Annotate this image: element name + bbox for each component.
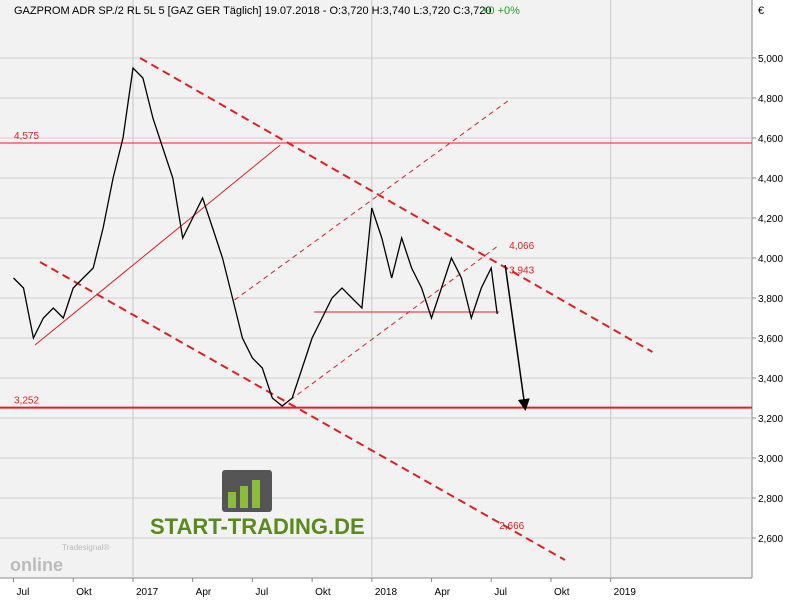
trend-line: [289, 244, 500, 401]
x-tick-label: Apr: [435, 587, 451, 598]
y-tick-label: 2,600: [758, 534, 783, 545]
annotation: 3,943: [509, 265, 534, 276]
y-tick-label: 4,000: [758, 254, 783, 265]
x-tick-label: Jul: [255, 587, 268, 598]
y-tick-label: 4,400: [758, 174, 783, 185]
y-tick-label: 4,200: [758, 214, 783, 225]
y-tick-label: 5,000: [758, 54, 783, 65]
trend-line: [234, 99, 510, 301]
y-tick-label: 2,800: [758, 494, 783, 505]
y-tick-label: 3,400: [758, 374, 783, 385]
trend-line: [139, 57, 653, 353]
price-line: [13, 66, 498, 407]
x-axis-strip: [0, 578, 752, 600]
watermark: START-TRADING.DE: [150, 514, 365, 539]
x-tick-label: 2019: [614, 587, 637, 598]
y-axis-strip: [752, 0, 800, 600]
watermark-logo: [222, 470, 272, 512]
x-tick-label: Jul: [494, 587, 507, 598]
chart-title: GAZPROM ADR SP./2 RL 5L 5 [GAZ GER Tägli…: [14, 5, 492, 17]
level-label: 4,575: [14, 131, 39, 142]
trend-line: [39, 261, 566, 561]
arrow: [504, 264, 530, 411]
logo-sub: Tradesignal®: [62, 543, 110, 552]
logo: online: [10, 555, 63, 575]
annotation: 2,666: [499, 521, 524, 532]
y-tick-label: 3,800: [758, 294, 783, 305]
currency: €: [758, 5, 764, 17]
annotation: 4,066: [509, 241, 534, 252]
change: +0 +0%: [482, 5, 520, 17]
y-tick-label: 3,000: [758, 454, 783, 465]
trend-line: [34, 144, 281, 346]
plot-area: [0, 0, 752, 578]
x-tick-label: Okt: [554, 587, 570, 598]
level-label: 3,252: [14, 396, 39, 407]
y-tick-label: 3,200: [758, 414, 783, 425]
y-tick-label: 4,800: [758, 94, 783, 105]
x-tick-label: Okt: [315, 587, 331, 598]
y-tick-label: 3,600: [758, 334, 783, 345]
x-tick-label: 2017: [136, 587, 159, 598]
y-tick-label: 4,600: [758, 134, 783, 145]
x-tick-label: 2018: [375, 587, 398, 598]
x-tick-label: Jul: [17, 587, 30, 598]
x-tick-label: Okt: [76, 587, 92, 598]
x-tick-label: Apr: [196, 587, 212, 598]
